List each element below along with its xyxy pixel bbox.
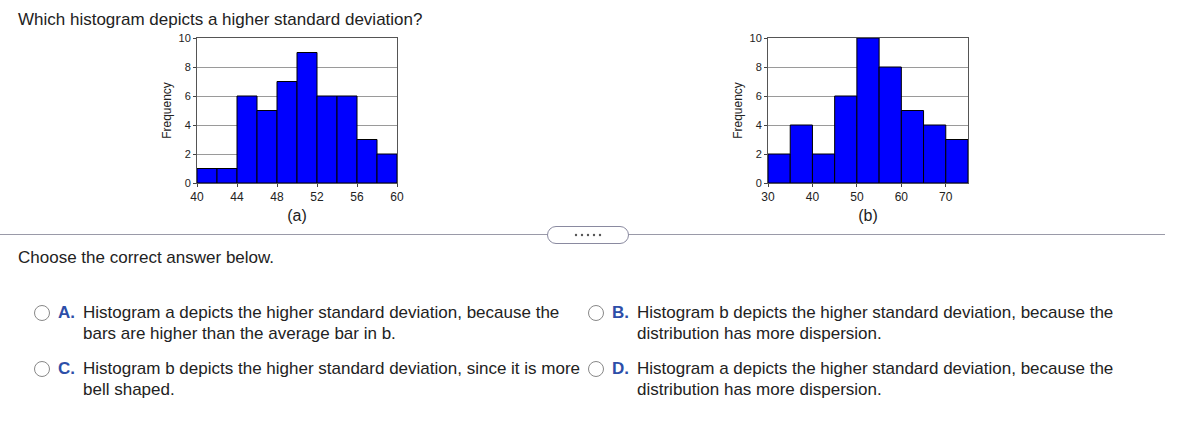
- svg-text:44: 44: [230, 190, 244, 204]
- svg-text:70: 70: [939, 190, 953, 204]
- svg-text:(a): (a): [287, 207, 307, 224]
- html-text:Choose the correct answer belo: Choose the correct answer below.: [18, 248, 275, 267]
- html-text:Histogram b depicts the higher: Histogram b depicts the higher standard …: [83, 359, 580, 399]
- svg-text:0: 0: [185, 177, 191, 189]
- svg-text:48: 48: [270, 190, 284, 204]
- svg-text:8: 8: [185, 61, 191, 73]
- svg-text:60: 60: [895, 190, 909, 204]
- svg-text:Frequency: Frequency: [160, 82, 174, 139]
- svg-text:4: 4: [756, 119, 762, 131]
- svg-text:(b): (b): [858, 207, 878, 224]
- svg-text:40: 40: [806, 190, 820, 204]
- svg-text:4: 4: [185, 119, 191, 131]
- svg-text:56: 56: [350, 190, 364, 204]
- html-text:Which histogram depicts a high: Which histogram depicts a higher standar…: [18, 10, 423, 29]
- html-text:Histogram a depicts the higher: Histogram a depicts the higher standard …: [83, 303, 560, 343]
- html-text:D.: D.: [612, 359, 629, 378]
- html-text:C.: C.: [58, 359, 75, 378]
- html-text:A.: A.: [58, 303, 75, 322]
- svg-text:30: 30: [761, 190, 775, 204]
- html-text:Histogram a depicts the higher: Histogram a depicts the higher standard …: [637, 359, 1114, 399]
- svg-text:6: 6: [185, 90, 191, 102]
- svg-text:Frequency: Frequency: [731, 82, 745, 139]
- svg-text:8: 8: [756, 61, 762, 73]
- svg-text:2: 2: [756, 148, 762, 160]
- svg-text:2: 2: [185, 148, 191, 160]
- html-text:B.: B.: [612, 303, 629, 322]
- svg-text:52: 52: [310, 190, 324, 204]
- html-text:Histogram b depicts the higher: Histogram b depicts the higher standard …: [637, 303, 1114, 343]
- svg-text:60: 60: [390, 190, 404, 204]
- svg-text:6: 6: [756, 90, 762, 102]
- svg-text:40: 40: [190, 190, 204, 204]
- svg-text:10: 10: [179, 32, 191, 44]
- svg-text:10: 10: [750, 32, 762, 44]
- svg-text:50: 50: [850, 190, 864, 204]
- svg-text:0: 0: [756, 177, 762, 189]
